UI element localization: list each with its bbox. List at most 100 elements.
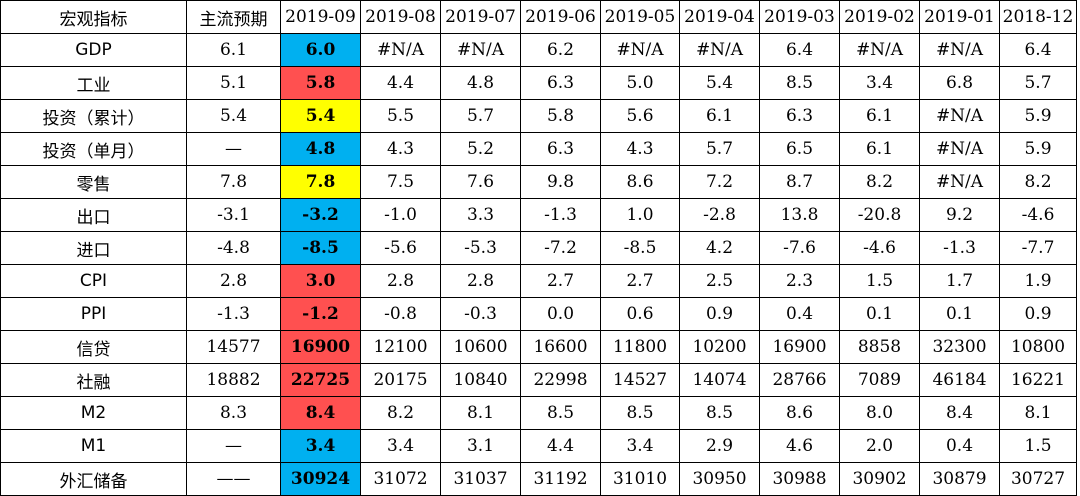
- period-value: 1.7: [919, 264, 1000, 298]
- period-value: 6.3: [759, 99, 840, 133]
- period-value: 6.2: [520, 33, 601, 67]
- table-row: 投资（单月） —4.8 4.3 5.2 6.3 4.3 5.7 6.5 6.1 #N/A 5.9: [0, 132, 1077, 166]
- period-value: -7.2: [520, 231, 601, 265]
- period-value: 3.3: [440, 198, 521, 232]
- period-value: 30727: [999, 462, 1077, 496]
- indicator-name: PPI: [0, 297, 187, 331]
- period-value: -1.3: [520, 198, 601, 232]
- period-value: 16900: [759, 330, 840, 364]
- period-value: -0.8: [360, 297, 441, 331]
- period-value: 0.4: [759, 297, 840, 331]
- period-value: 6.1: [679, 99, 760, 133]
- period-value: -4.6: [999, 198, 1077, 232]
- period-value: 2.7: [520, 264, 601, 298]
- header-period: 2019-09: [280, 0, 361, 34]
- period-value: 2.5: [679, 264, 760, 298]
- period-value: 14074: [679, 363, 760, 397]
- period-value: 5.9: [999, 99, 1077, 133]
- period-value: 6.4: [999, 33, 1077, 67]
- period-value: 16600: [520, 330, 601, 364]
- indicator-name: 出口: [0, 198, 187, 232]
- period-value: 4.2: [679, 231, 760, 265]
- period-value: -0.3: [440, 297, 521, 331]
- period-value: 5.5: [360, 99, 441, 133]
- period-value: 4.4: [520, 429, 601, 463]
- period-value: 8.5: [520, 396, 601, 430]
- period-value: 1.5: [999, 429, 1077, 463]
- indicator-name: M2: [0, 396, 187, 430]
- header-row: 宏观指标 主流预期 2019-09 2019-08 2019-07 2019-06 2019…: [0, 0, 1077, 34]
- latest-value-highlight: -1.2: [280, 297, 361, 331]
- expected-value: 8.3: [186, 396, 281, 430]
- period-value: 8.2: [360, 396, 441, 430]
- period-value: 2.8: [440, 264, 521, 298]
- period-value: #N/A: [839, 33, 920, 67]
- period-value: -2.8: [679, 198, 760, 232]
- expected-value: -3.1: [186, 198, 281, 232]
- table-row: 进口 -4.8 -8.5 -5.6 -5.3 -7.2 -8.5 4.2 -7.6 -4.6 -1.…: [0, 231, 1077, 265]
- period-value: 7.2: [679, 165, 760, 199]
- period-value: 4.3: [600, 132, 680, 166]
- period-value: 5.9: [999, 132, 1077, 166]
- period-value: 4.8: [440, 66, 521, 100]
- latest-value-highlight: 5.4: [280, 99, 361, 133]
- period-value: #N/A: [919, 132, 1000, 166]
- period-value: 6.5: [759, 132, 840, 166]
- expected-value: —: [186, 429, 281, 463]
- period-value: 0.9: [679, 297, 760, 331]
- table-row: GDP 6.1 6.0 #N/A #N/A 6.2 #N/A #N/A 6.4 #N/A #N/A 6…: [0, 33, 1077, 67]
- period-value: 1.9: [999, 264, 1077, 298]
- period-value: 6.1: [839, 99, 920, 133]
- period-value: -7.7: [999, 231, 1077, 265]
- period-value: 6.3: [520, 132, 601, 166]
- period-value: 2.3: [759, 264, 840, 298]
- period-value: 30879: [919, 462, 1000, 496]
- period-value: 10800: [999, 330, 1077, 364]
- expected-value: -4.8: [186, 231, 281, 265]
- latest-value-highlight: 6.0: [280, 33, 361, 67]
- table-row: 工业 5.1 5.8 4.4 4.8 6.3 5.0 5.4 8.5 3.4 6.8 5.7: [0, 66, 1077, 100]
- latest-value-highlight: 5.8: [280, 66, 361, 100]
- period-value: 11800: [600, 330, 680, 364]
- expected-value: -1.3: [186, 297, 281, 331]
- expected-value: 18882: [186, 363, 281, 397]
- latest-value-highlight: 7.8: [280, 165, 361, 199]
- period-value: 31192: [520, 462, 601, 496]
- period-value: 9.2: [919, 198, 1000, 232]
- header-expected: 主流预期: [186, 0, 281, 34]
- expected-value: ——: [186, 462, 281, 496]
- period-value: 31010: [600, 462, 680, 496]
- period-value: 8.4: [919, 396, 1000, 430]
- period-value: 0.4: [919, 429, 1000, 463]
- period-value: 8.7: [759, 165, 840, 199]
- period-value: 31037: [440, 462, 521, 496]
- period-value: 30902: [839, 462, 920, 496]
- table-row: M1—3.4 3.4 3.1 4.4 3.4 2.9 4.6 2.0 0.4 1.5: [0, 429, 1077, 463]
- period-value: 22998: [520, 363, 601, 397]
- table-row: CPI 2.8 3.0 2.8 2.8 2.7 2.7 2.5 2.3 1.5 1.7 1.9: [0, 264, 1077, 298]
- indicator-name: CPI: [0, 264, 187, 298]
- indicator-name: 进口: [0, 231, 187, 265]
- period-value: -8.5: [600, 231, 680, 265]
- period-value: 0.1: [919, 297, 1000, 331]
- period-value: 30988: [759, 462, 840, 496]
- period-value: #N/A: [919, 33, 1000, 67]
- indicator-name: 工业: [0, 66, 187, 100]
- period-value: -5.3: [440, 231, 521, 265]
- period-value: 0.0: [520, 297, 601, 331]
- expected-value: 2.8: [186, 264, 281, 298]
- header-indicator: 宏观指标: [0, 0, 187, 34]
- period-value: 6.1: [839, 132, 920, 166]
- expected-value: 6.1: [186, 33, 281, 67]
- period-value: 30950: [679, 462, 760, 496]
- period-value: 16221: [999, 363, 1077, 397]
- header-period: 2019-05: [600, 0, 680, 34]
- period-value: 7089: [839, 363, 920, 397]
- period-value: 7.5: [360, 165, 441, 199]
- table-row: 投资（累计） 5.4 5.4 5.5 5.7 5.8 5.6 6.1 6.3 6.1 #N/A 5.9: [0, 99, 1077, 133]
- period-value: 5.8: [520, 99, 601, 133]
- period-value: #N/A: [600, 33, 680, 67]
- latest-value-highlight: 4.8: [280, 132, 361, 166]
- indicator-name: 外汇储备: [0, 462, 187, 496]
- period-value: #N/A: [919, 165, 1000, 199]
